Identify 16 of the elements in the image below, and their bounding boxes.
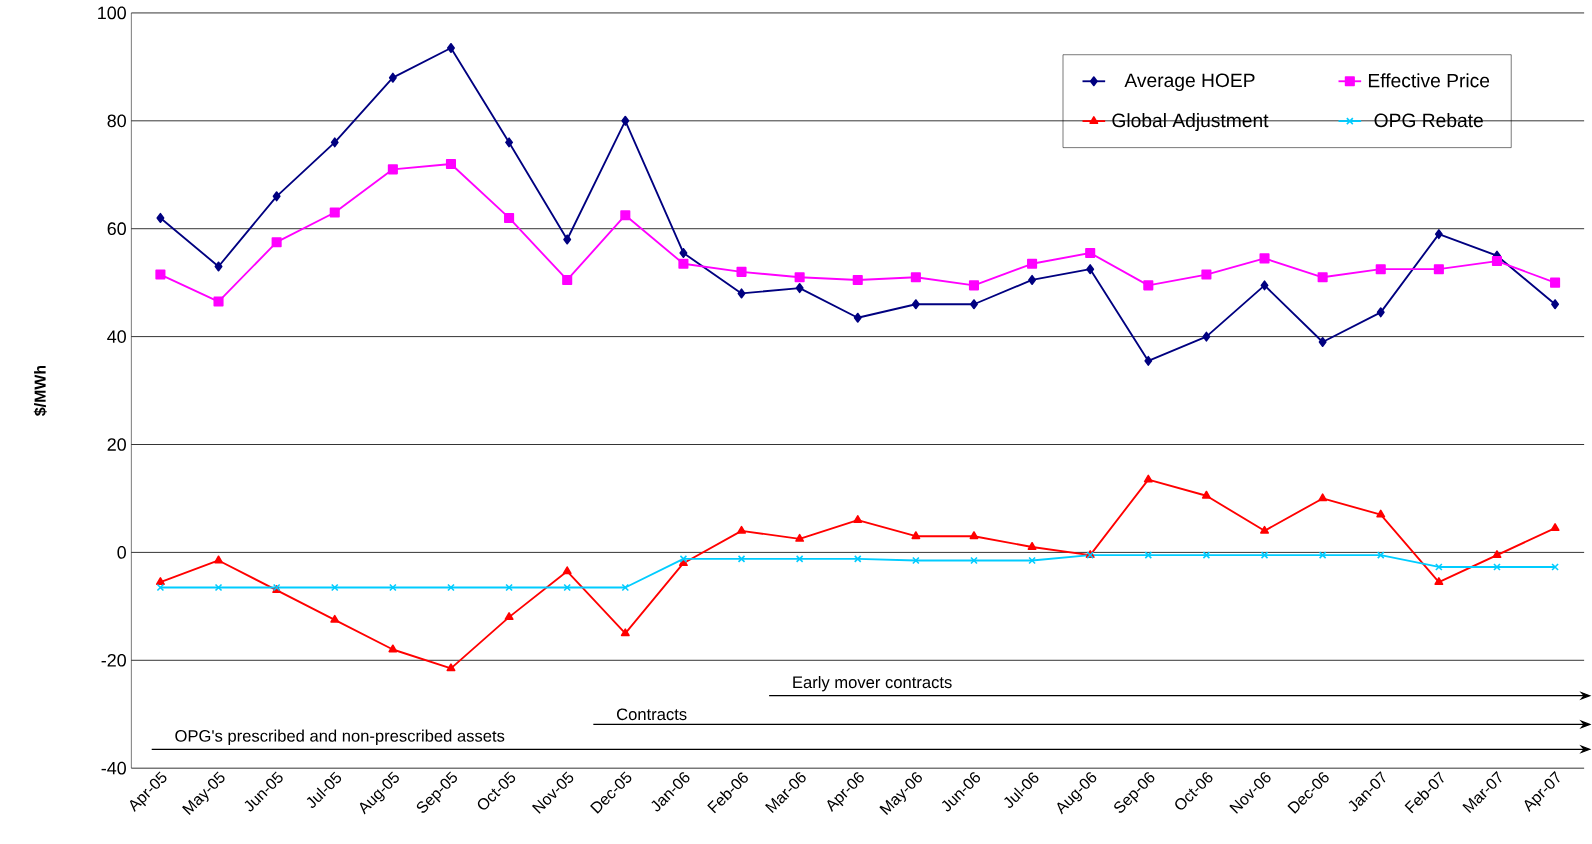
y-tick-label: 60 (107, 222, 126, 236)
annotation: Early mover contracts (793, 676, 952, 692)
y-tick-label: 100 (98, 6, 126, 20)
y-tick-label: -40 (101, 761, 126, 775)
y-tick-label: 0 (117, 546, 126, 559)
legend-label: Effective Price (1368, 73, 1490, 88)
annotation: Contracts (616, 708, 687, 721)
y-tick-label: 40 (107, 330, 126, 344)
annotation: OPG's prescribed and non-prescribed assets (175, 729, 505, 746)
y-tick-label: 20 (107, 438, 126, 451)
legend-label: OPG Rebate (1374, 113, 1483, 128)
legend-label: Global Adjustment (1112, 113, 1269, 132)
y-axis-title: $/MWh (33, 365, 47, 417)
y-tick-label: 80 (107, 114, 126, 128)
legend-label: Average HOEP (1124, 73, 1255, 92)
y-tick-label: -20 (101, 654, 126, 667)
